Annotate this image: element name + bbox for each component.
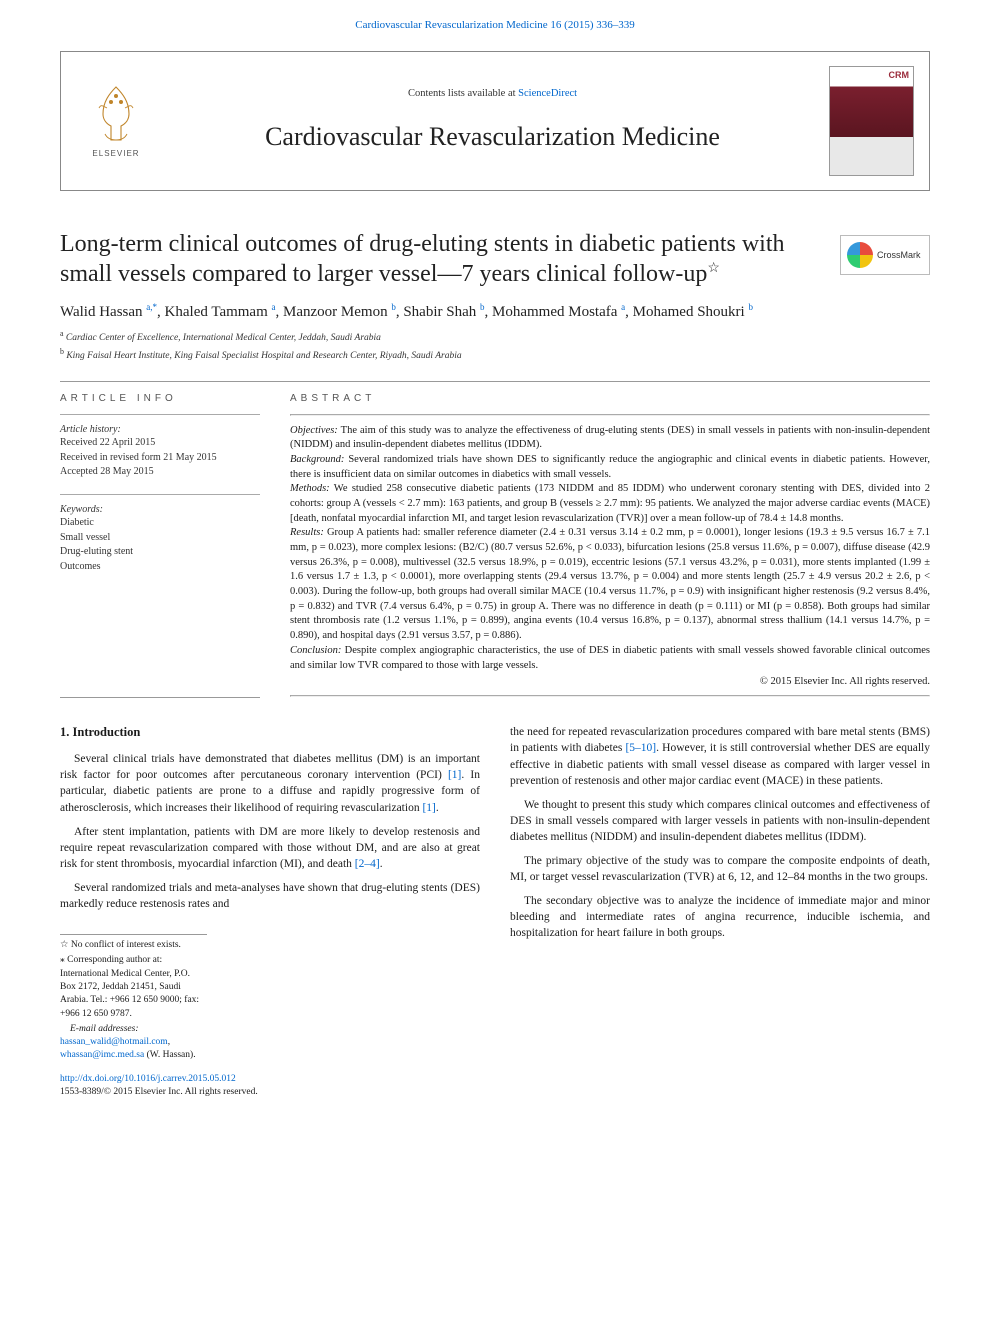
footnote-conflict: ☆ No conflict of interest exists. (60, 939, 207, 952)
intro-col2-p2: We thought to present this study which c… (510, 797, 930, 845)
doi-link[interactable]: http://dx.doi.org/10.1016/j.carrev.2015.… (60, 1074, 236, 1084)
intro-col2-p3: The primary objective of the study was t… (510, 853, 930, 885)
cover-crm-badge: CRM (889, 69, 910, 81)
accepted-date: Accepted 28 May 2015 (60, 465, 260, 480)
ref-link[interactable]: [2–4] (355, 858, 380, 870)
article-info-column: article info Article history: Received 2… (60, 392, 260, 697)
affiliation-a: a Cardiac Center of Excellence, Internat… (60, 328, 930, 345)
footnote-corresponding: ⁎ Corresponding author at: International… (60, 954, 207, 1020)
right-column: the need for repeated revascularization … (510, 724, 930, 1098)
divider (60, 414, 260, 415)
abstract-copyright: © 2015 Elsevier Inc. All rights reserved… (290, 675, 930, 689)
divider (60, 697, 260, 698)
doi-block: http://dx.doi.org/10.1016/j.carrev.2015.… (60, 1073, 480, 1099)
elsevier-label: ELSEVIER (92, 149, 139, 160)
journal-header: ELSEVIER Contents lists available at Sci… (60, 51, 930, 191)
title-footnote-marker: ☆ (707, 261, 720, 276)
keywords-label: Keywords: (60, 503, 260, 517)
email-link[interactable]: whassan@imc.med.sa (60, 1050, 144, 1060)
top-citation: Cardiovascular Revascularization Medicin… (0, 0, 990, 41)
ref-link[interactable]: [1] (448, 769, 461, 781)
header-center: Contents lists available at ScienceDirec… (171, 87, 814, 154)
footnote-email: E-mail addresses: hassan_walid@hotmail.c… (60, 1023, 207, 1063)
abstract-conclusion: Conclusion: Despite complex angiographic… (290, 644, 930, 673)
abstract-column: abstract Objectives: The aim of this stu… (290, 392, 930, 697)
abstract-heading: abstract (290, 392, 930, 406)
abstract-background: Background: Several randomized trials ha… (290, 453, 930, 482)
issn-line: 1553-8389/© 2015 Elsevier Inc. All right… (60, 1087, 258, 1097)
affiliations: a Cardiac Center of Excellence, Internat… (60, 328, 930, 363)
keyword: Drug-eluting stent (60, 545, 260, 560)
crossmark-label: CrossMark (877, 249, 921, 261)
ref-link[interactable]: [1] (422, 802, 435, 814)
crossmark-icon (847, 242, 873, 268)
history-label: Article history: (60, 423, 260, 437)
abstract-objectives: Objectives: The aim of this study was to… (290, 424, 930, 453)
section-heading-intro: 1. Introduction (60, 724, 480, 741)
title-text: Long-term clinical outcomes of drug-elut… (60, 231, 785, 287)
abstract-methods: Methods: We studied 258 consecutive diab… (290, 482, 930, 526)
intro-p2: After stent implantation, patients with … (60, 824, 480, 872)
revised-date: Received in revised form 21 May 2015 (60, 451, 260, 466)
article-info-heading: article info (60, 392, 260, 406)
author-list: Walid Hassan a,*, Khaled Tammam a, Manzo… (60, 301, 930, 322)
divider (290, 695, 930, 697)
abstract-results: Results: Group A patients had: smaller r… (290, 526, 930, 644)
keyword: Small vessel (60, 531, 260, 546)
footnotes: ☆ No conflict of interest exists. ⁎ Corr… (60, 934, 207, 1063)
top-citation-link[interactable]: Cardiovascular Revascularization Medicin… (355, 19, 635, 31)
article-title: Long-term clinical outcomes of drug-elut… (60, 229, 820, 289)
affiliation-b: b King Faisal Heart Institute, King Fais… (60, 346, 930, 363)
intro-p3: Several randomized trials and meta-analy… (60, 880, 480, 912)
divider (60, 494, 260, 495)
contents-available: Contents lists available at ScienceDirec… (171, 87, 814, 101)
email-link[interactable]: hassan_walid@hotmail.com (60, 1037, 168, 1047)
left-column: 1. Introduction Several clinical trials … (60, 724, 480, 1098)
sciencedirect-link[interactable]: ScienceDirect (518, 88, 577, 99)
intro-col2-p4: The secondary objective was to analyze t… (510, 893, 930, 941)
divider (60, 381, 930, 382)
intro-col2-p1: the need for repeated revascularization … (510, 724, 930, 788)
divider (290, 414, 930, 416)
journal-name: Cardiovascular Revascularization Medicin… (171, 119, 814, 154)
elsevier-logo: ELSEVIER (76, 71, 156, 171)
ref-link[interactable]: [5–10] (625, 742, 656, 754)
contents-prefix: Contents lists available at (408, 88, 518, 99)
received-date: Received 22 April 2015 (60, 436, 260, 451)
body-columns: 1. Introduction Several clinical trials … (60, 724, 930, 1098)
keyword: Outcomes (60, 560, 260, 575)
intro-p1: Several clinical trials have demonstrate… (60, 751, 480, 815)
elsevier-tree-icon (89, 82, 144, 147)
journal-cover-thumbnail: CRM (829, 66, 914, 176)
crossmark-badge[interactable]: CrossMark (840, 235, 930, 275)
keyword: Diabetic (60, 516, 260, 531)
